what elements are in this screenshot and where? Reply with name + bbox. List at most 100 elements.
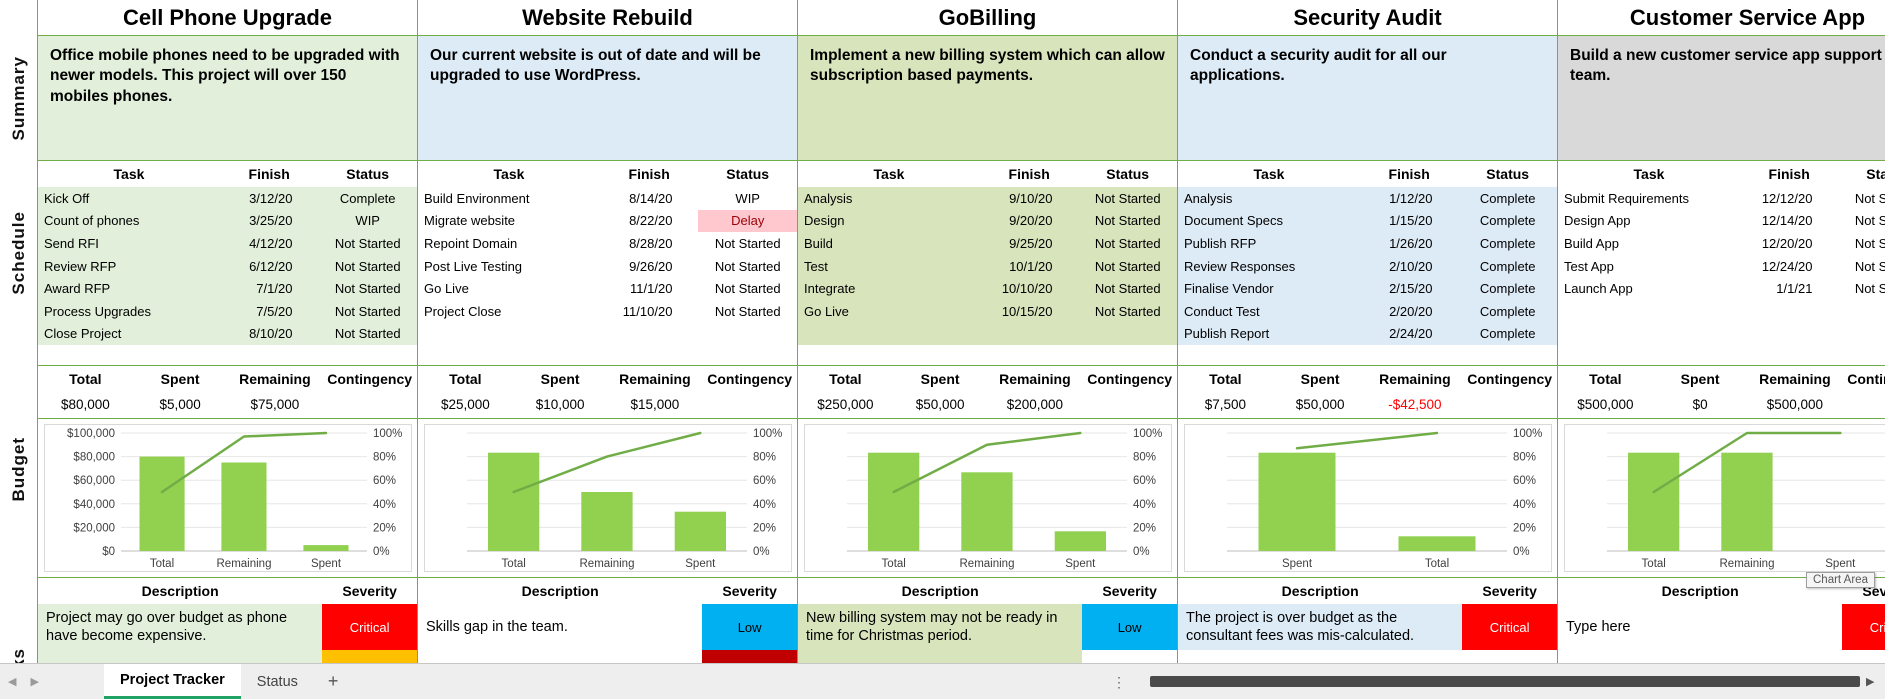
finish-cell[interactable]: 7/1/20 [256, 281, 293, 297]
risk-header-severity[interactable]: Severity [1102, 582, 1157, 599]
project-summary-cell[interactable]: Implement a new billing system which can… [798, 36, 1177, 160]
task-cell[interactable]: Migrate website [424, 213, 516, 229]
horizontal-scrollbar-thumb[interactable] [1150, 676, 1860, 687]
status-cell[interactable]: Complete [1479, 303, 1536, 319]
task-cell[interactable]: Send RFI [44, 235, 99, 251]
risk-header-description[interactable]: Description [1661, 582, 1739, 599]
finish-cell[interactable]: 9/10/20 [1009, 190, 1053, 206]
finish-cell[interactable] [600, 323, 699, 346]
schedule-row[interactable]: Design 9/20/20 Not Started [798, 210, 1177, 233]
schedule-row[interactable]: Close Project 8/10/20 Not Started [38, 323, 417, 346]
schedule-header-finish[interactable]: Finish [248, 165, 290, 182]
task-cell[interactable]: Go Live [804, 303, 849, 319]
finish-cell[interactable] [1740, 300, 1839, 323]
status-cell[interactable]: Complete [1479, 281, 1536, 297]
budget-spent-value[interactable]: $0 [1692, 397, 1708, 412]
finish-cell[interactable]: 2/10/20 [1389, 258, 1433, 274]
schedule-row[interactable] [1558, 300, 1885, 323]
finish-cell[interactable]: 8/10/20 [249, 326, 293, 342]
schedule-row[interactable]: Publish Report 2/24/20 Complete [1178, 323, 1557, 346]
risk-description-cell[interactable]: Project may go over budget as phone have… [38, 604, 323, 650]
project-title[interactable]: Security Audit [1293, 4, 1442, 30]
status-cell[interactable]: WIP [355, 213, 380, 229]
task-cell[interactable]: Post Live Testing [424, 258, 523, 274]
status-cell[interactable] [698, 323, 797, 346]
task-cell[interactable]: Publish RFP [1184, 235, 1257, 251]
task-cell[interactable]: Review Responses [1184, 258, 1296, 274]
budget-total-value[interactable]: $80,000 [60, 397, 110, 412]
status-cell[interactable]: Not Started [714, 258, 781, 274]
schedule-row[interactable]: Design App 12/14/20 Not Started [1558, 210, 1885, 233]
schedule-row[interactable]: Kick Off 3/12/20 Complete [38, 187, 417, 210]
risk-severity-badge[interactable]: Critical [322, 604, 417, 650]
risk-header-description[interactable]: Description [141, 582, 219, 599]
task-cell[interactable]: Test [804, 258, 828, 274]
status-cell[interactable]: Not Started [1854, 235, 1885, 251]
task-cell[interactable]: Submit Requirements [1564, 190, 1689, 206]
budget-header-total[interactable]: Total [449, 370, 482, 387]
task-cell[interactable]: Analysis [804, 190, 853, 206]
finish-cell[interactable]: 9/25/20 [1009, 235, 1053, 251]
schedule-row[interactable] [418, 323, 797, 346]
schedule-row[interactable]: Analysis 9/10/20 Not Started [798, 187, 1177, 210]
status-cell[interactable]: Not Started [334, 258, 401, 274]
budget-spent-value[interactable]: $50,000 [1295, 397, 1345, 412]
budget-contingency-value[interactable] [1462, 392, 1557, 417]
task-cell[interactable]: Review RFP [44, 258, 117, 274]
schedule-header-status[interactable]: Status [1106, 165, 1150, 182]
budget-header-spent[interactable]: Spent [1680, 370, 1720, 387]
finish-cell[interactable]: 8/14/20 [629, 190, 673, 206]
schedule-row[interactable]: Integrate 10/10/20 Not Started [798, 277, 1177, 300]
project-title[interactable]: GoBilling [938, 4, 1037, 30]
task-cell[interactable]: Design [804, 213, 845, 229]
task-cell[interactable]: Count of phones [44, 213, 140, 229]
finish-cell[interactable]: 11/1/20 [630, 281, 673, 297]
schedule-row[interactable] [798, 323, 1177, 346]
risk-severity-badge[interactable] [322, 650, 417, 663]
status-cell[interactable]: Not Started [1854, 213, 1885, 229]
budget-header-spent[interactable]: Spent [160, 370, 200, 387]
schedule-header-finish[interactable]: Finish [628, 165, 670, 182]
finish-cell[interactable]: 2/15/20 [1389, 281, 1433, 297]
finish-cell[interactable]: 12/12/20 [1761, 190, 1813, 206]
task-cell[interactable]: Test App [1564, 258, 1614, 274]
budget-spent-value[interactable]: $10,000 [535, 397, 585, 412]
risk-description-cell[interactable]: The project is over budget as the consul… [1178, 604, 1463, 650]
status-cell[interactable] [1078, 323, 1177, 346]
status-cell[interactable]: Complete [1479, 213, 1536, 229]
schedule-row[interactable]: Submit Requirements 12/12/20 Not Started [1558, 187, 1885, 210]
finish-cell[interactable]: 1/26/20 [1389, 235, 1433, 251]
tab-project-tracker[interactable]: Project Tracker [104, 664, 241, 699]
project-summary-cell[interactable]: Conduct a security audit for all our app… [1178, 36, 1557, 160]
status-cell[interactable] [1838, 300, 1885, 323]
status-cell[interactable]: Not Started [1094, 303, 1161, 319]
status-cell[interactable]: Not Started [334, 281, 401, 297]
budget-spent-value[interactable]: $5,000 [159, 397, 201, 412]
status-cell[interactable]: Delay [698, 209, 797, 233]
risk-description-cell[interactable]: Skills gap in the team. [418, 604, 703, 650]
finish-cell[interactable]: 10/15/20 [1001, 303, 1053, 319]
project-summary-cell[interactable]: Our current website is out of date and w… [418, 36, 797, 160]
budget-header-remaining[interactable]: Remaining [619, 370, 691, 387]
finish-cell[interactable] [1740, 323, 1839, 346]
budget-header-spent[interactable]: Spent [920, 370, 960, 387]
schedule-row[interactable]: Send RFI 4/12/20 Not Started [38, 232, 417, 255]
finish-cell[interactable]: 12/14/20 [1761, 213, 1813, 229]
task-cell[interactable]: Award RFP [44, 281, 111, 297]
section-label-risks[interactable]: Risks [0, 578, 37, 663]
risk-header-description[interactable]: Description [521, 582, 599, 599]
status-cell[interactable]: Not Started [1094, 235, 1161, 251]
budget-remaining-value[interactable]: -$42,500 [1388, 397, 1442, 412]
status-cell[interactable]: Complete [1479, 326, 1536, 342]
add-sheet-button[interactable]: + [314, 664, 353, 699]
task-cell[interactable]: Build App [1564, 235, 1619, 251]
schedule-header-finish[interactable]: Finish [1008, 165, 1050, 182]
finish-cell[interactable]: 12/24/20 [1761, 258, 1813, 274]
budget-header-remaining[interactable]: Remaining [1379, 370, 1451, 387]
schedule-row[interactable]: Post Live Testing 9/26/20 Not Started [418, 255, 797, 278]
budget-header-contingency[interactable]: Contingency [707, 370, 793, 387]
schedule-header-status[interactable]: Status [346, 165, 390, 182]
finish-cell[interactable]: 1/15/20 [1389, 213, 1433, 229]
